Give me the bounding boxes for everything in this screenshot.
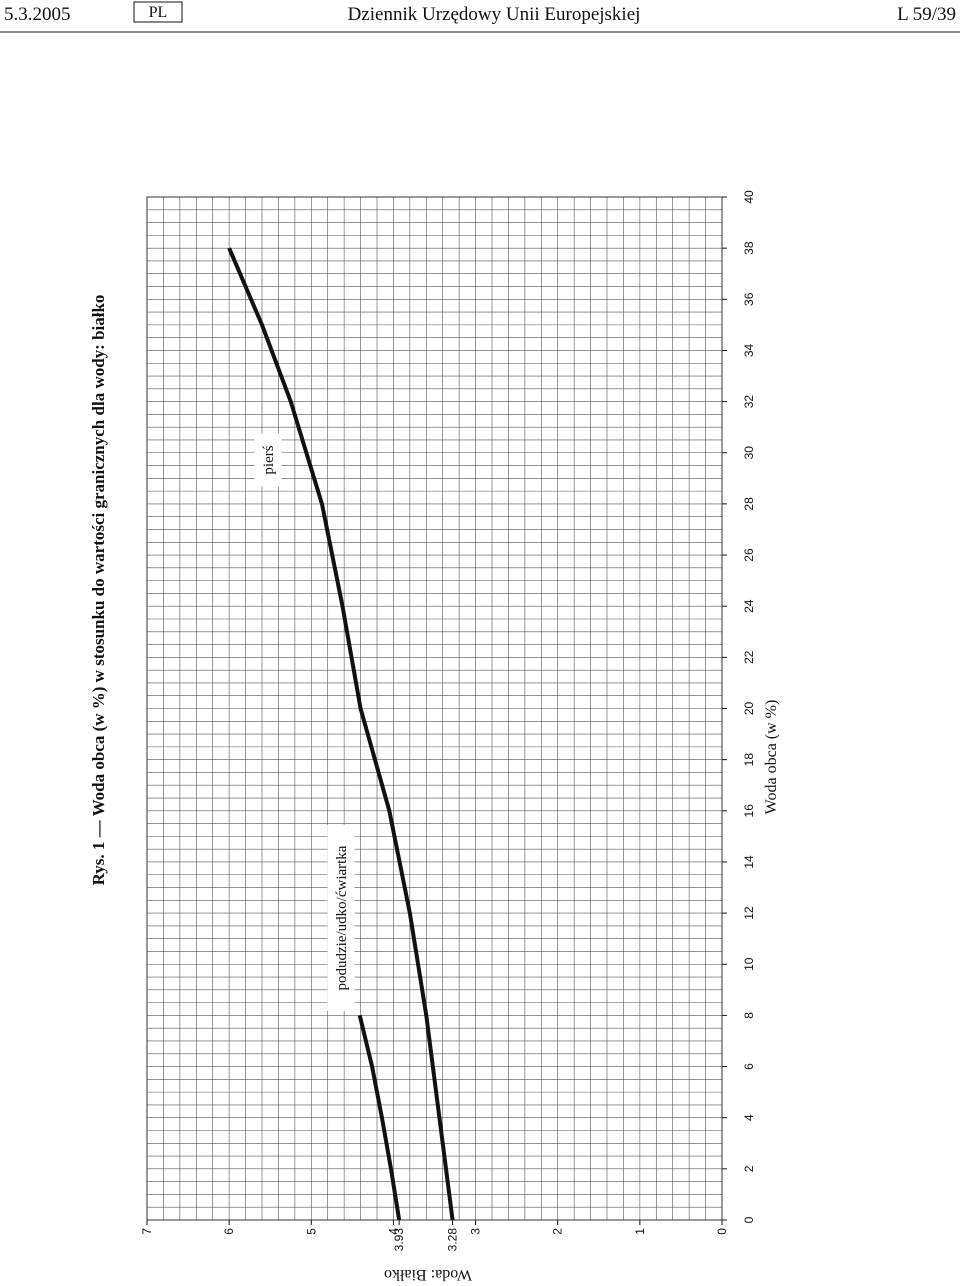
y-tick-label: 4 [386,1228,400,1235]
x-tick-label: 26 [742,548,756,562]
x-tick-label: 14 [742,855,756,869]
series-label-box [254,433,282,487]
header-journal: Dziennik Urzędowy Unii Europejskiej [348,4,641,25]
x-tick-label: 16 [742,804,756,818]
y-axis-title: Woda: Białko [384,1266,472,1283]
data-line [357,1014,402,1221]
y-tick-label: 0 [715,1228,729,1235]
x-tick-label: 34 [742,343,756,357]
y-tick-label: 5 [304,1228,318,1235]
x-tick-label: 6 [742,1063,756,1070]
lang-box [133,1,183,23]
series-label: pierś [261,445,277,474]
y-tick-label: 6 [222,1228,236,1235]
x-tick-label: 8 [742,1012,756,1019]
y-tick-label: 1 [633,1228,647,1235]
x-tick-label: 32 [742,395,756,409]
chart-title: Rys. 1 — Woda obca (w %) w stosunku do w… [89,295,108,886]
series-label-box [327,825,355,1011]
x-tick-label: 2 [742,1165,756,1172]
y-tick-label: 3.28 [446,1228,460,1252]
x-tick-label: 36 [742,292,756,306]
series-label: podudzie/udko/ćwiartka [334,845,350,990]
y-tick-label: 3.93 [392,1228,406,1252]
x-tick-label: 20 [742,702,756,716]
x-tick-label: 10 [742,957,756,971]
x-tick-label: 40 [742,190,756,204]
x-axis-title: Woda obca (w %) [763,700,780,815]
data-line [227,247,455,1221]
y-tick-label: 2 [551,1228,565,1235]
x-tick-label: 12 [742,906,756,920]
x-tick-label: 38 [742,241,756,255]
y-tick-label: 3 [469,1228,483,1235]
header-date: 5.3.2005 [4,4,71,25]
x-tick-label: 4 [742,1114,756,1121]
header-lang: PL [149,4,168,21]
x-tick-label: 28 [742,497,756,511]
x-tick-label: 30 [742,446,756,460]
x-tick-label: 22 [742,650,756,664]
x-tick-label: 18 [742,753,756,767]
y-tick-label: 7 [140,1228,154,1235]
x-tick-label: 24 [742,599,756,613]
header-page: L 59/39 [897,4,956,25]
plot-frame [146,196,723,1221]
x-tick-label: 0 [742,1216,756,1223]
